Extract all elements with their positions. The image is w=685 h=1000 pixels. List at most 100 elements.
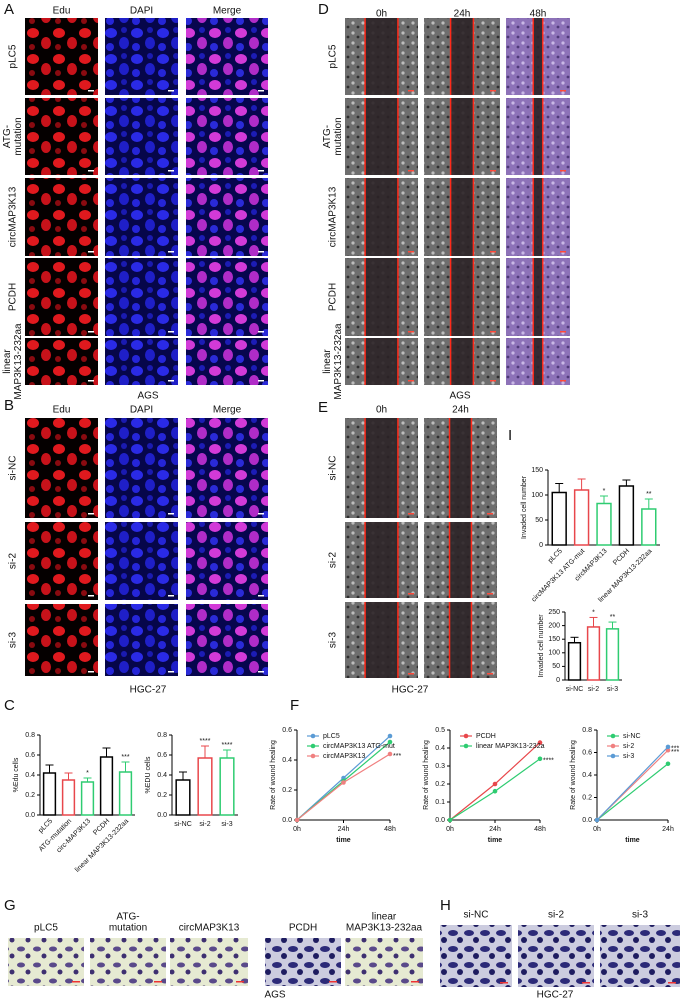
x-tick-label: 24h bbox=[662, 826, 674, 833]
bar bbox=[61, 779, 76, 816]
scale-bar bbox=[408, 673, 414, 675]
y-tick-label: 150 bbox=[531, 467, 543, 474]
point bbox=[665, 761, 671, 767]
x-tick-label: si-3 bbox=[607, 686, 618, 693]
y-tick-label: 0.4 bbox=[157, 772, 167, 779]
y-tick-label: 0.8 bbox=[157, 732, 167, 739]
column-header: ATG- bbox=[116, 912, 139, 923]
y-tick-label: 100 bbox=[531, 492, 543, 499]
panel-caption: AGS bbox=[449, 391, 470, 402]
column-header: Edu bbox=[53, 6, 71, 17]
y-tick-label: 0.0 bbox=[25, 812, 35, 819]
row-label: si-2 bbox=[8, 553, 19, 570]
scale-bar bbox=[258, 513, 264, 515]
micrograph bbox=[105, 338, 178, 385]
micrograph bbox=[25, 418, 98, 518]
panel-caption: HGC-27 bbox=[392, 685, 429, 696]
column-header: Merge bbox=[213, 6, 242, 17]
significance: *** bbox=[393, 753, 401, 760]
scale-bar bbox=[258, 251, 264, 253]
legend-label: si-NC bbox=[623, 733, 641, 740]
bar bbox=[573, 489, 590, 546]
scale-bar bbox=[668, 982, 676, 984]
panel-letter: D bbox=[318, 1, 329, 18]
row-label: si-NC bbox=[8, 456, 19, 481]
bar bbox=[551, 491, 567, 546]
x-tick-label: 0h bbox=[446, 826, 454, 833]
wound-gap bbox=[533, 18, 543, 95]
significance: **** bbox=[222, 742, 233, 749]
scale-bar bbox=[408, 170, 414, 172]
scale-bar bbox=[88, 671, 94, 673]
legend-marker bbox=[463, 743, 469, 749]
wound-gap bbox=[449, 602, 472, 678]
scale-bar bbox=[411, 981, 419, 983]
row-label: MAP3K13-232aa bbox=[13, 323, 24, 400]
legend-marker bbox=[463, 733, 469, 739]
significance: **** bbox=[200, 738, 211, 745]
y-axis-title: Invaded cell number bbox=[538, 614, 545, 678]
scale-bar bbox=[490, 90, 496, 92]
micrograph bbox=[25, 338, 98, 385]
wound-gap bbox=[450, 98, 474, 175]
y-tick-label: 0 bbox=[539, 542, 543, 549]
row-label: mutation bbox=[333, 117, 344, 155]
y-tick-label: 100 bbox=[548, 650, 560, 657]
scale-bar bbox=[560, 251, 566, 253]
y-tick-label: 150 bbox=[548, 636, 560, 643]
scale-bar bbox=[408, 593, 414, 595]
y-tick-label: 0.6 bbox=[282, 727, 292, 734]
y-tick-label: 0.4 bbox=[282, 757, 292, 764]
x-tick-label: 24h bbox=[338, 826, 350, 833]
wound-gap bbox=[365, 338, 398, 385]
micrograph bbox=[105, 418, 178, 518]
column-header: si-3 bbox=[632, 910, 649, 921]
series-line bbox=[449, 742, 541, 821]
row-label: mutation bbox=[13, 117, 24, 155]
row-label: si-3 bbox=[328, 632, 339, 649]
bar bbox=[586, 626, 601, 681]
scale-bar bbox=[490, 331, 496, 333]
legend-label: circMAP3K13 bbox=[323, 753, 366, 760]
y-tick-label: 50 bbox=[535, 517, 543, 524]
point bbox=[387, 751, 393, 757]
panel-caption: HGC-27 bbox=[130, 685, 167, 696]
series-line bbox=[596, 763, 669, 821]
scale-bar bbox=[88, 513, 94, 515]
significance: * bbox=[592, 609, 595, 616]
bar bbox=[99, 756, 114, 816]
panel-letter: G bbox=[4, 897, 16, 914]
column-header: 48h bbox=[530, 9, 547, 20]
x-axis-title: time bbox=[336, 837, 351, 844]
y-axis-title: Invaded cell number bbox=[521, 475, 528, 539]
y-tick-label: 0.0 bbox=[582, 817, 592, 824]
column-header: DAPI bbox=[130, 6, 153, 17]
wound-gap bbox=[365, 602, 398, 678]
panel-letter: H bbox=[440, 897, 451, 914]
x-tick-label: 0h bbox=[593, 826, 601, 833]
wound-gap bbox=[533, 178, 543, 256]
point bbox=[665, 747, 671, 753]
panel-letter: E bbox=[318, 399, 328, 416]
point bbox=[447, 817, 453, 823]
y-axis-title: %EDU cells bbox=[145, 756, 152, 793]
micrograph bbox=[25, 258, 98, 336]
scale-bar bbox=[258, 595, 264, 597]
scale-bar bbox=[88, 595, 94, 597]
y-tick-label: 0.2 bbox=[25, 792, 35, 799]
scale-bar bbox=[487, 513, 493, 515]
y-axis-title: Rate of wound healing bbox=[270, 740, 277, 810]
scale-bar bbox=[560, 380, 566, 382]
micrograph bbox=[186, 178, 268, 256]
scale-bar bbox=[88, 90, 94, 92]
y-axis-title: %Edu cells bbox=[13, 757, 20, 792]
scale-bar bbox=[168, 513, 174, 515]
scale-bar bbox=[560, 90, 566, 92]
row-label: pLC5 bbox=[8, 44, 19, 68]
point bbox=[594, 817, 600, 823]
x-tick-label: si-NC bbox=[566, 686, 584, 693]
panel-letter: A bbox=[4, 1, 14, 18]
wound-gap bbox=[533, 98, 543, 175]
significance: **** bbox=[543, 758, 554, 765]
scale-bar bbox=[258, 331, 264, 333]
